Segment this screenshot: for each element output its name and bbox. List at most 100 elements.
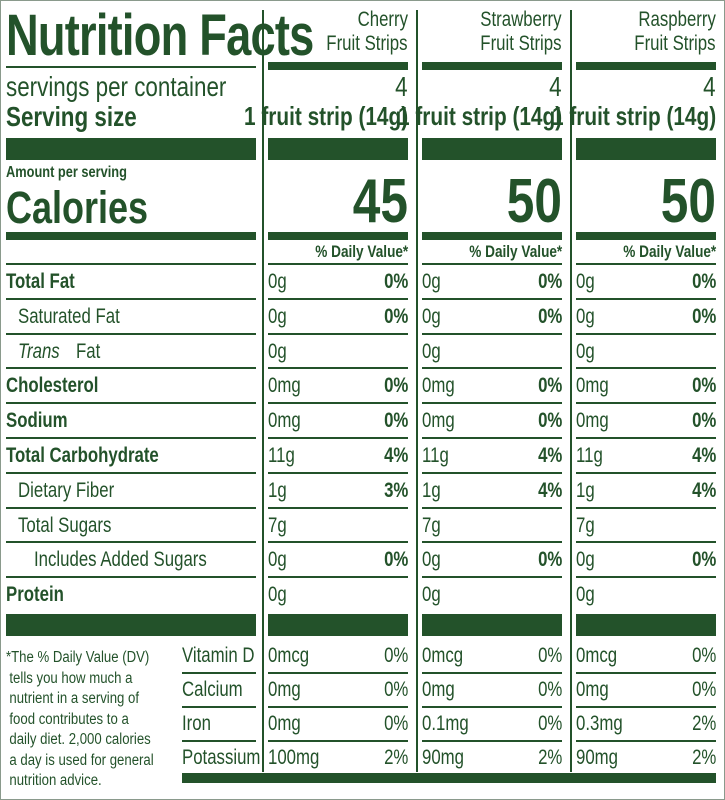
divider-bar xyxy=(576,138,716,160)
row-divider xyxy=(268,263,408,265)
servings-value: 4 xyxy=(703,71,716,102)
serving-size-value: 1 fruit strip (14g) xyxy=(551,101,716,131)
nutrient-amount: 0g xyxy=(422,270,441,293)
calories-value: 50 xyxy=(506,167,562,236)
divider-bar xyxy=(6,138,256,160)
nutrient-dv: 0% xyxy=(383,374,408,398)
row-divider xyxy=(6,297,256,300)
row-divider xyxy=(576,263,716,265)
vitamin-dv: 0% xyxy=(691,644,716,667)
row-divider xyxy=(6,437,256,439)
product-name-line2: Fruit Strips xyxy=(326,32,408,55)
row-divider xyxy=(422,402,562,405)
row-divider xyxy=(422,541,562,544)
daily-value-header: % Daily Value* xyxy=(315,242,408,261)
row-divider xyxy=(182,740,256,742)
footnote-line: nutrient in a serving of xyxy=(9,690,140,707)
vitamin-dv: 0% xyxy=(537,644,562,667)
nutrient-amount: 0mg xyxy=(422,374,455,398)
nutrient-dv: 0% xyxy=(691,548,716,572)
row-divider xyxy=(6,506,256,509)
row-divider xyxy=(6,367,256,370)
row-divider xyxy=(576,437,716,439)
nutrient-label: Total Sugars xyxy=(18,513,112,537)
row-divider xyxy=(422,506,562,509)
nutrient-dv: 3% xyxy=(383,478,408,502)
vitamin-label: Potassium xyxy=(182,746,261,769)
divider-bar xyxy=(268,62,408,70)
column-divider xyxy=(416,10,418,772)
vitamin-dv: 0% xyxy=(383,712,408,735)
servings-label: servings per container xyxy=(6,71,227,102)
vitamin-label: Calcium xyxy=(182,678,243,701)
nutrient-dv: 0% xyxy=(691,409,716,433)
nutrient-amount: 0g xyxy=(576,304,595,328)
row-divider xyxy=(6,263,256,265)
nutrient-amount: 0g xyxy=(422,304,441,328)
row-divider xyxy=(576,740,716,742)
nutrient-label: Includes Added Sugars xyxy=(34,548,207,572)
nutrient-amount: 1g xyxy=(268,478,287,502)
nutrient-amount: 0g xyxy=(422,583,441,607)
row-divider xyxy=(422,263,562,265)
row-divider xyxy=(576,541,716,544)
row-divider xyxy=(422,332,562,335)
divider-bar xyxy=(422,614,562,636)
row-divider xyxy=(576,576,716,579)
footnote-line: food contributes to a xyxy=(9,710,129,728)
nutrient-dv: 0% xyxy=(383,270,408,293)
divider-bar xyxy=(576,232,716,240)
row-divider xyxy=(422,706,562,708)
nutrient-dv: 0% xyxy=(537,374,562,398)
vitamin-dv: 2% xyxy=(383,746,408,769)
nutrient-label: Trans Fat xyxy=(18,339,101,363)
row-divider xyxy=(268,506,408,509)
row-divider xyxy=(576,672,716,674)
row-divider xyxy=(576,402,716,405)
divider-bar xyxy=(576,62,716,70)
nutrient-label: Cholesterol xyxy=(6,374,99,398)
nutrient-dv: 0% xyxy=(691,374,716,398)
daily-value-header: % Daily Value* xyxy=(469,242,562,261)
nutrient-dv: 0% xyxy=(537,409,562,433)
footnote-line: daily diet. 2,000 calories xyxy=(9,731,151,748)
product-name-line1: Raspberry xyxy=(638,8,717,31)
divider-bar xyxy=(422,138,562,160)
row-divider xyxy=(422,740,562,742)
vitamin-dv: 0% xyxy=(383,644,408,667)
row-divider xyxy=(422,672,562,674)
vitamin-amount: 0mg xyxy=(422,678,455,701)
nutrient-amount: 0g xyxy=(576,548,595,572)
vitamin-amount: 100mg xyxy=(268,746,320,769)
column-divider xyxy=(570,10,572,772)
vitamin-amount: 0.1mg xyxy=(422,712,469,735)
row-divider xyxy=(268,706,408,708)
vitamin-dv: 2% xyxy=(691,746,716,769)
row-divider xyxy=(576,706,716,708)
vitamin-dv: 0% xyxy=(537,678,562,701)
nutrient-amount: 7g xyxy=(268,513,287,537)
nutrient-dv: 0% xyxy=(691,270,716,293)
servings-value: 4 xyxy=(549,71,562,102)
nutrient-dv: 0% xyxy=(537,548,562,572)
nutrient-amount: 0g xyxy=(576,583,595,607)
serving-size-value: 1 fruit strip (14g) xyxy=(397,101,562,131)
nutrient-amount: 0mg xyxy=(268,409,301,433)
divider-bar xyxy=(6,232,256,240)
nutrient-dv: 4% xyxy=(691,444,716,467)
nutrient-amount: 11g xyxy=(422,444,449,467)
vitamin-dv: 0% xyxy=(383,678,408,701)
row-divider xyxy=(422,576,562,579)
row-divider xyxy=(268,740,408,742)
divider-bar xyxy=(268,138,408,160)
vitamin-amount: 90mg xyxy=(422,746,465,769)
product-name-line1: Strawberry xyxy=(480,8,562,31)
row-divider xyxy=(268,576,408,579)
nutrient-amount: 1g xyxy=(422,478,441,502)
nutrient-amount: 1g xyxy=(576,478,595,502)
divider-bar xyxy=(268,614,408,636)
product-name-line1: Cherry xyxy=(357,8,408,31)
row-divider xyxy=(422,471,562,474)
nutrient-amount: 0g xyxy=(268,270,287,293)
row-divider xyxy=(576,332,716,335)
